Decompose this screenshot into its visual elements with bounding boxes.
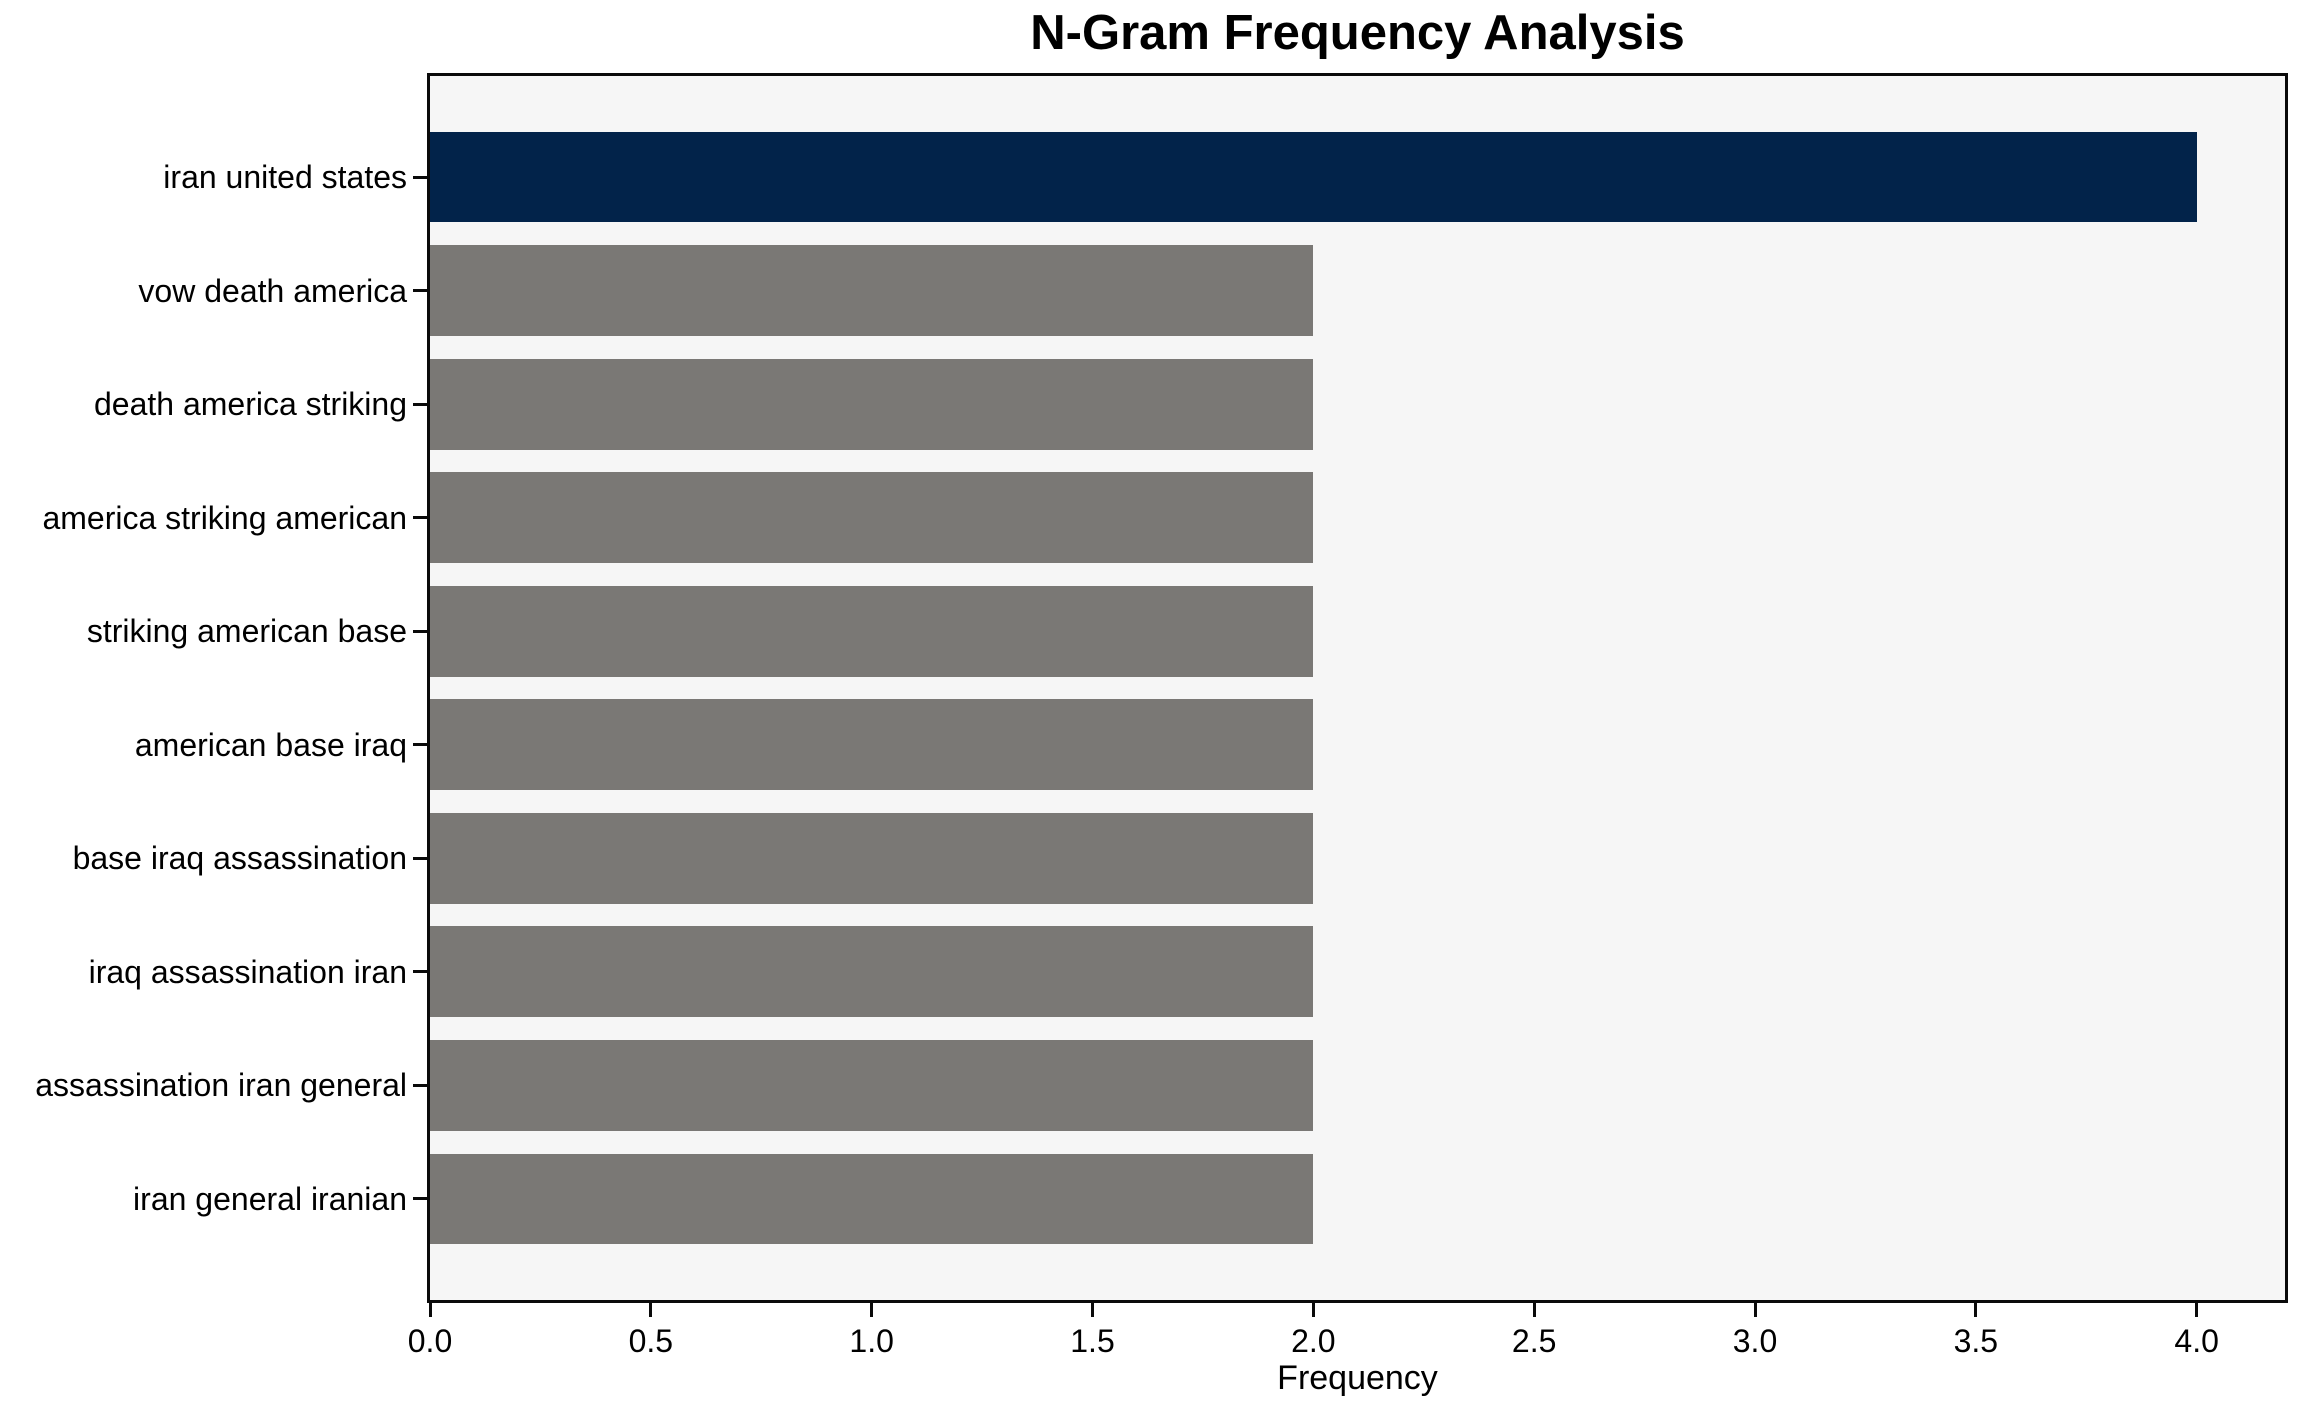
x-tick-2 [870,1303,874,1317]
y-tick-6 [413,856,427,860]
bar-2 [430,358,1314,450]
bar-5 [430,699,1314,791]
y-tick-1 [413,289,427,293]
y-tick-label-6: base iraq assassination [72,840,407,877]
y-tick-3 [413,516,427,520]
x-tick-7 [1974,1303,1978,1317]
x-tick-label-5: 2.5 [1511,1323,1557,1359]
bar-9 [430,1153,1314,1245]
x-tick-label-2: 1.0 [849,1323,894,1359]
bar-0 [430,131,2197,223]
y-tick-5 [413,743,427,747]
x-tick-label-1: 0.5 [628,1323,674,1359]
y-tick-2 [413,402,427,406]
y-tick-label-5: american base iraq [134,726,407,763]
x-tick-label-4: 2.0 [1291,1323,1336,1359]
bar-1 [430,245,1314,336]
y-tick-label-1: vow death america [138,272,407,309]
x-axis-label: Frequency [1277,1359,1438,1397]
y-tick-0 [413,175,427,179]
x-tick-label-7: 3.5 [1953,1323,1999,1359]
y-tick-label-8: assassination iran general [35,1067,407,1104]
bar-6 [430,812,1314,904]
y-tick-8 [413,1083,427,1087]
x-tick-8 [2195,1303,2199,1317]
x-tick-3 [1091,1303,1094,1317]
y-tick-label-7: iraq assassination iran [88,953,407,990]
y-tick-4 [413,629,427,633]
bar-8 [430,1039,1314,1131]
x-tick-1 [649,1303,653,1317]
y-tick-label-4: striking american base [86,613,407,650]
x-tick-5 [1532,1303,1536,1317]
bar-7 [430,926,1314,1018]
y-tick-9 [413,1197,427,1201]
y-tick-label-9: iran general iranian [133,1180,407,1217]
y-tick-label-0: iran united states [163,159,407,196]
x-tick-label-8: 4.0 [2174,1323,2219,1359]
x-tick-label-0: 0.0 [407,1323,453,1359]
y-tick-label-3: america striking american [42,499,407,536]
bar-3 [430,472,1314,564]
x-tick-6 [1753,1303,1757,1317]
bar-4 [430,585,1314,677]
chart-title: N-Gram Frequency Analysis [1030,6,1685,60]
x-tick-label-6: 3.0 [1732,1323,1778,1359]
x-tick-label-3: 1.5 [1070,1323,1115,1359]
y-tick-7 [413,970,427,974]
y-tick-label-2: death america striking [93,386,407,423]
plot-area [427,73,2288,1303]
x-tick-4 [1311,1303,1315,1317]
x-tick-0 [428,1303,432,1317]
